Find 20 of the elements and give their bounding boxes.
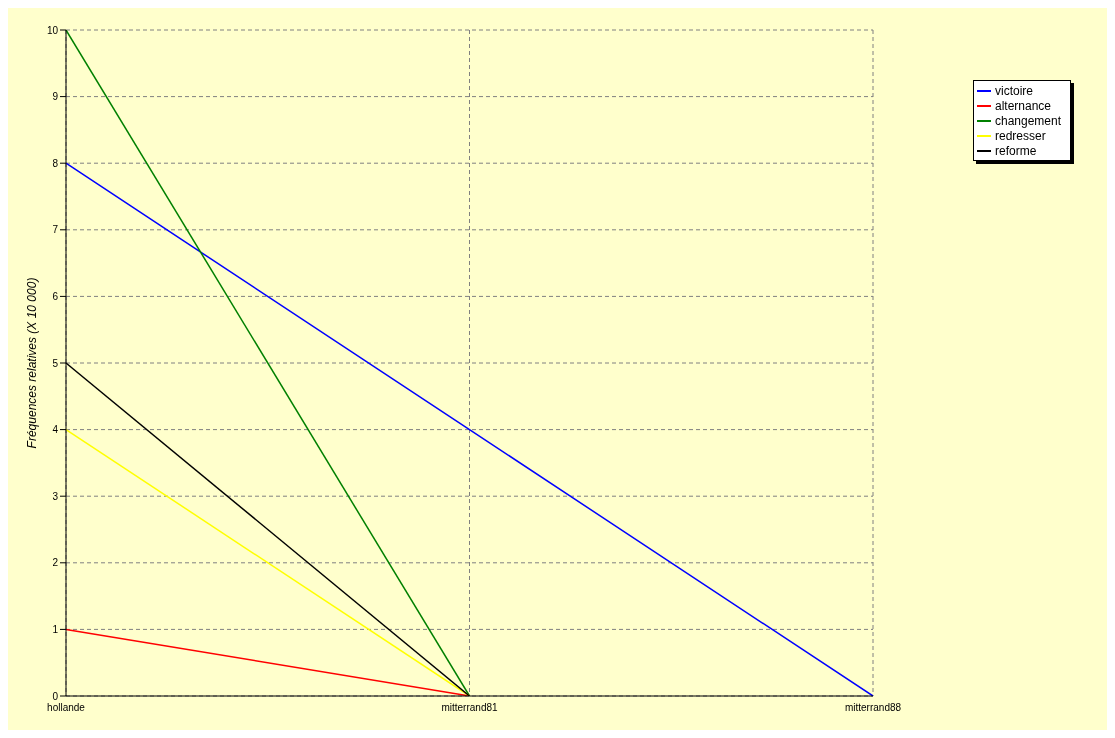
legend-label: redresser	[995, 128, 1046, 143]
y-axis-title: Fréquences relatives (X 10 000)	[25, 277, 40, 449]
y-tick-label: 0	[52, 690, 59, 702]
y-tick-label: 6	[52, 290, 59, 302]
y-tick-label: 1	[52, 623, 59, 635]
legend-label: changement	[995, 113, 1062, 128]
legend-label: victoire	[995, 83, 1034, 98]
y-tick-label: 9	[52, 91, 59, 103]
y-tick-label: 3	[52, 490, 59, 502]
legend-label: reforme	[995, 143, 1037, 158]
y-tick-label: 2	[52, 557, 59, 569]
y-tick-label: 4	[52, 424, 59, 436]
x-tick-label: mitterrand81	[441, 702, 499, 714]
y-tick-label: 10	[46, 24, 59, 36]
x-tick-label: mitterrand88	[844, 702, 902, 714]
legend-label: alternance	[995, 98, 1052, 113]
x-tick-label: hollande	[47, 702, 86, 714]
y-tick-label: 7	[52, 224, 59, 236]
y-tick-label: 5	[52, 357, 59, 369]
y-tick-label: 8	[52, 157, 59, 169]
